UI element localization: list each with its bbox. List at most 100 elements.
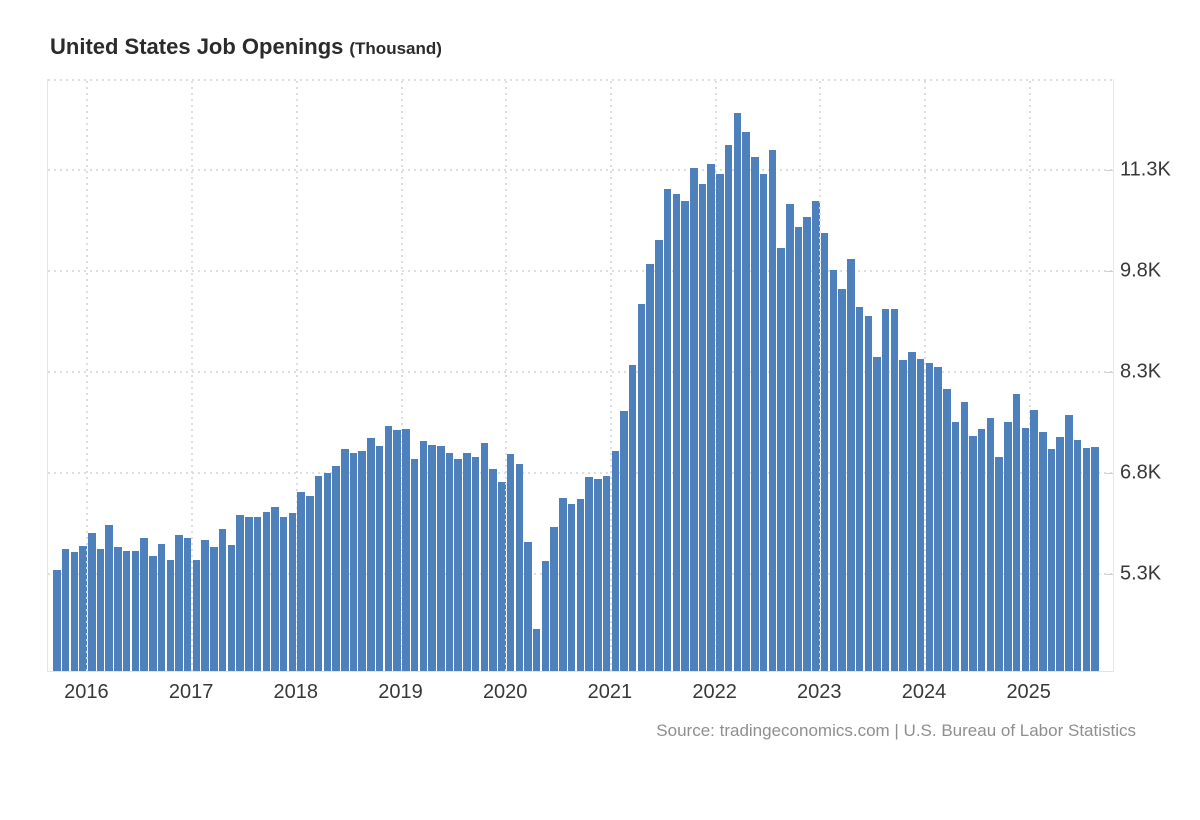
bar-2016-Dec[interactable] [183,537,192,671]
bar-2017-Sep[interactable] [262,511,270,671]
bar-2023-Nov[interactable] [908,351,916,671]
bar-2018-Aug[interactable] [358,451,366,671]
bar-2024-May[interactable] [960,401,968,671]
bar-2021-Nov[interactable] [698,183,707,671]
bar-2023-Apr[interactable] [847,259,855,671]
bar-2019-Feb[interactable] [410,459,419,671]
bar-2021-Mar[interactable] [628,364,637,671]
bar-2022-Apr[interactable] [742,132,750,671]
bar-2023-Sep[interactable] [890,309,899,671]
bar-2015-Dec[interactable] [79,546,87,671]
bar-2024-Jun[interactable] [969,435,977,671]
bar-2015-Sep[interactable] [53,569,61,671]
bar-2020-Jun[interactable] [550,526,558,671]
bar-2023-May[interactable] [855,307,864,671]
bar-2016-Feb[interactable] [96,549,105,671]
bar-2020-Dec[interactable] [602,476,611,671]
bar-2019-Oct[interactable] [480,442,489,671]
bar-2021-Jan[interactable] [611,451,619,671]
bar-2024-Jul[interactable] [977,429,986,671]
bar-2017-Feb[interactable] [201,539,209,671]
bar-2019-Dec[interactable] [498,481,506,671]
bar-2021-May[interactable] [646,264,654,671]
bar-2016-Jan[interactable] [88,533,96,671]
bar-2021-Feb[interactable] [620,410,628,671]
bar-2022-May[interactable] [751,156,759,671]
bar-2025-Jan[interactable] [1030,410,1038,671]
bar-2022-Dec[interactable] [812,200,820,671]
plot-area[interactable] [47,79,1114,672]
bar-2025-May[interactable] [1065,414,1073,671]
bar-2025-Apr[interactable] [1056,436,1064,671]
bar-2021-Sep[interactable] [681,200,689,671]
bar-2023-Dec[interactable] [916,358,925,671]
bar-2018-Jan[interactable] [297,491,305,671]
bar-2022-Sep[interactable] [786,204,794,671]
bar-2016-Sep[interactable] [157,544,166,671]
bar-2024-Jan[interactable] [925,363,934,671]
bar-2025-Feb[interactable] [1039,431,1047,671]
bar-2024-Oct[interactable] [1004,421,1012,671]
bar-2022-Feb[interactable] [724,144,733,671]
bar-2019-Jan[interactable] [402,429,410,671]
bar-2022-Aug[interactable] [777,247,785,671]
bar-2017-Mar[interactable] [210,546,218,671]
bar-2018-Nov[interactable] [384,425,393,671]
bar-2017-Aug[interactable] [253,517,262,671]
bar-2024-Dec[interactable] [1021,428,1030,671]
bar-2023-Aug[interactable] [881,309,890,671]
bar-2020-Nov[interactable] [594,478,602,671]
bar-2016-Aug[interactable] [149,556,157,671]
bar-2024-Nov[interactable] [1012,394,1021,671]
bar-2016-Mar[interactable] [105,525,113,671]
bar-2018-Mar[interactable] [314,476,323,671]
bar-2020-Feb[interactable] [515,464,524,671]
bar-2015-Oct[interactable] [61,549,70,671]
bar-2020-Oct[interactable] [585,476,593,671]
bar-2019-Jun[interactable] [445,452,454,671]
bar-2016-Apr[interactable] [114,546,122,671]
bar-2016-Jul[interactable] [140,537,148,671]
bar-2022-Oct[interactable] [794,226,803,671]
bar-2019-Mar[interactable] [419,440,428,671]
bar-2017-Oct[interactable] [271,507,279,671]
bar-2022-Nov[interactable] [803,217,811,671]
bar-2016-Oct[interactable] [166,560,175,671]
bar-2021-Jun[interactable] [655,239,663,671]
bar-2021-Jul[interactable] [663,188,672,671]
bar-2016-Nov[interactable] [175,535,183,671]
bar-2017-Apr[interactable] [218,528,227,671]
bar-2023-Mar[interactable] [838,289,846,671]
bar-2020-Apr[interactable] [532,629,541,671]
bar-2025-Mar[interactable] [1047,449,1056,671]
bar-2024-Apr[interactable] [951,421,960,671]
bar-2019-Apr[interactable] [428,444,436,671]
bar-2023-Oct[interactable] [899,359,907,671]
bar-2025-Jun[interactable] [1073,439,1082,671]
bar-2018-May[interactable] [332,466,340,671]
bar-2017-Dec[interactable] [288,513,297,671]
bar-2024-Sep[interactable] [995,456,1003,671]
bar-2019-Sep[interactable] [471,456,480,671]
bar-2022-Jun[interactable] [759,173,768,671]
bar-2018-Apr[interactable] [323,472,332,671]
bar-2022-Jul[interactable] [768,150,777,671]
bar-2024-Aug[interactable] [986,418,995,671]
bar-2023-Jan[interactable] [820,232,829,671]
bar-2018-Dec[interactable] [393,430,401,671]
bar-2025-Aug[interactable] [1091,446,1099,671]
bar-2022-Mar[interactable] [733,113,742,671]
bar-2023-Jul[interactable] [873,356,881,671]
bar-2018-Jun[interactable] [341,449,349,671]
bar-2024-Feb[interactable] [934,366,942,671]
bar-2023-Feb[interactable] [829,269,838,671]
bar-2017-Jun[interactable] [236,515,244,671]
bar-2022-Jan[interactable] [716,173,724,671]
bar-2021-Apr[interactable] [637,304,646,671]
bar-2025-Jul[interactable] [1082,447,1091,671]
bar-2019-Nov[interactable] [489,469,497,671]
bar-2020-Aug[interactable] [567,504,576,671]
bar-2015-Nov[interactable] [70,552,79,671]
bar-2016-Jun[interactable] [131,551,140,671]
bar-2023-Jun[interactable] [864,316,873,671]
